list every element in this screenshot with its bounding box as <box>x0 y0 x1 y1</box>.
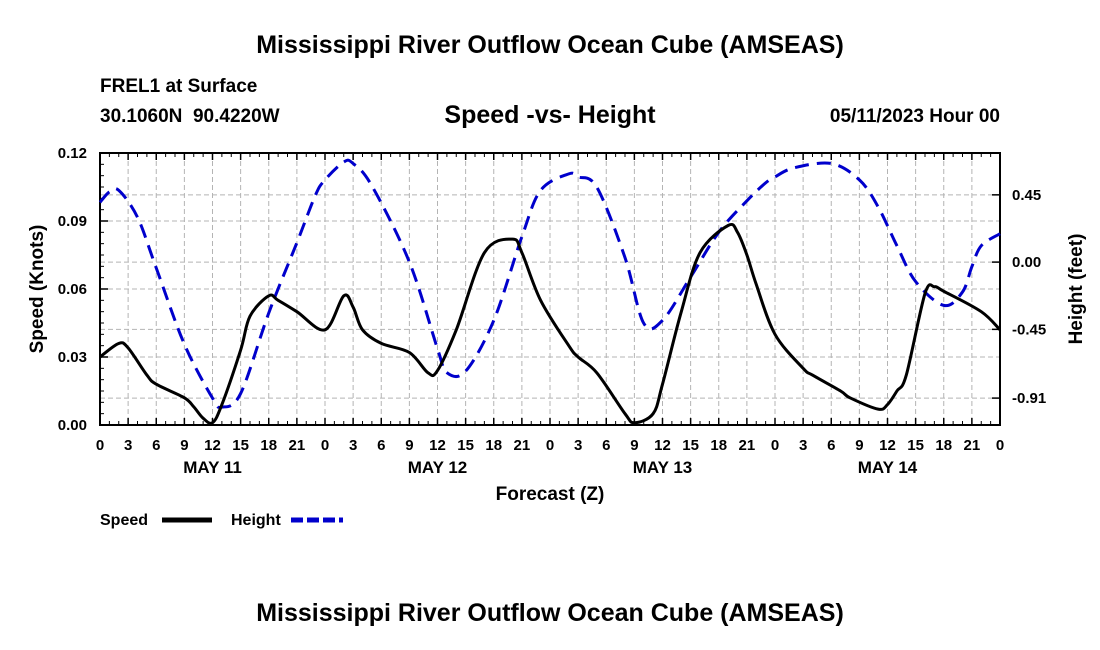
x-tick-label: 18 <box>485 437 502 454</box>
x-tick-label: 6 <box>377 437 385 454</box>
x-tick-label: 12 <box>654 437 671 454</box>
legend-height-label: Height <box>231 512 281 529</box>
speed-series-line <box>99 222 1002 425</box>
y2-tick-label: -0.45 <box>1012 321 1046 338</box>
x-tick-label: 3 <box>574 437 582 454</box>
x-tick-label: 12 <box>429 437 446 454</box>
x-tick-label: 3 <box>349 437 357 454</box>
y-tick-label: 0.12 <box>58 145 87 162</box>
x-tick-label: 6 <box>152 437 160 454</box>
x-tick-label: 9 <box>630 437 638 454</box>
page-title: Mississippi River Outflow Ocean Cube (AM… <box>256 31 844 59</box>
x-tick-label: 15 <box>682 437 699 454</box>
x-tick-label: 3 <box>799 437 807 454</box>
grid <box>100 153 1000 425</box>
x-tick-label: 6 <box>827 437 835 454</box>
x-tick-label: 9 <box>180 437 188 454</box>
x-axis-title: Forecast (Z) <box>496 484 605 505</box>
day-label: MAY 13 <box>633 458 693 477</box>
x-tick-label: 18 <box>935 437 952 454</box>
y-axis-title: Speed (Knots) <box>27 225 48 354</box>
x-tick-label: 21 <box>739 437 756 454</box>
x-tick-label: 18 <box>710 437 727 454</box>
x-tick-label: 15 <box>232 437 249 454</box>
x-tick-label: 0 <box>546 437 554 454</box>
y-tick-label: 0.03 <box>58 349 87 366</box>
tick-labels: 0 3 6 9 12 15 18 21 0 3 6 9 12 15 18 21 0 3 6 9 12 15 18 21 0 3 6 9… <box>58 145 1046 477</box>
x-tick-label: 18 <box>260 437 277 454</box>
x-tick-label: 3 <box>124 437 132 454</box>
day-label: MAY 11 <box>183 458 242 477</box>
legend: Speed Height <box>100 512 343 529</box>
x-tick-label: 0 <box>321 437 329 454</box>
station-label: FREL1 at Surface <box>100 76 258 97</box>
y-tick-label: 0.09 <box>58 213 87 230</box>
x-tick-label: 21 <box>289 437 306 454</box>
x-tick-label: 15 <box>457 437 474 454</box>
speed-height-chart: 0 3 6 9 12 15 18 21 0 3 6 9 12 15 18 21 0 3 6 9 12 15 18 21 0 3 6 9… <box>27 145 1087 529</box>
x-tick-label: 21 <box>964 437 981 454</box>
x-tick-label: 12 <box>204 437 221 454</box>
y2-tick-label: 0.00 <box>1012 254 1041 271</box>
date-label: 05/11/2023 Hour 00 <box>829 106 1000 127</box>
y2-tick-label: -0.91 <box>1012 390 1046 407</box>
x-tick-label: 0 <box>96 437 104 454</box>
x-tick-label: 21 <box>514 437 531 454</box>
height-series-line <box>98 158 1001 409</box>
y-tick-label: 0.00 <box>58 417 87 434</box>
day-label: MAY 14 <box>858 458 918 477</box>
y2-tick-label: 0.45 <box>1012 187 1041 204</box>
x-tick-label: 12 <box>879 437 896 454</box>
y2-axis-title: Height (feet) <box>1066 234 1087 345</box>
x-tick-label: 0 <box>996 437 1004 454</box>
ticks <box>99 152 1001 426</box>
footer-title: Mississippi River Outflow Ocean Cube (AM… <box>256 599 844 627</box>
x-tick-label: 0 <box>771 437 779 454</box>
x-tick-label: 6 <box>602 437 610 454</box>
y-tick-label: 0.06 <box>58 281 87 298</box>
day-label: MAY 12 <box>408 458 468 477</box>
coordinates-label: 30.1060N 90.4220W <box>100 106 280 127</box>
x-tick-label: 15 <box>907 437 924 454</box>
x-tick-label: 9 <box>855 437 863 454</box>
chart-title: Speed -vs- Height <box>444 101 656 129</box>
legend-speed-label: Speed <box>100 512 148 529</box>
x-tick-label: 9 <box>405 437 413 454</box>
